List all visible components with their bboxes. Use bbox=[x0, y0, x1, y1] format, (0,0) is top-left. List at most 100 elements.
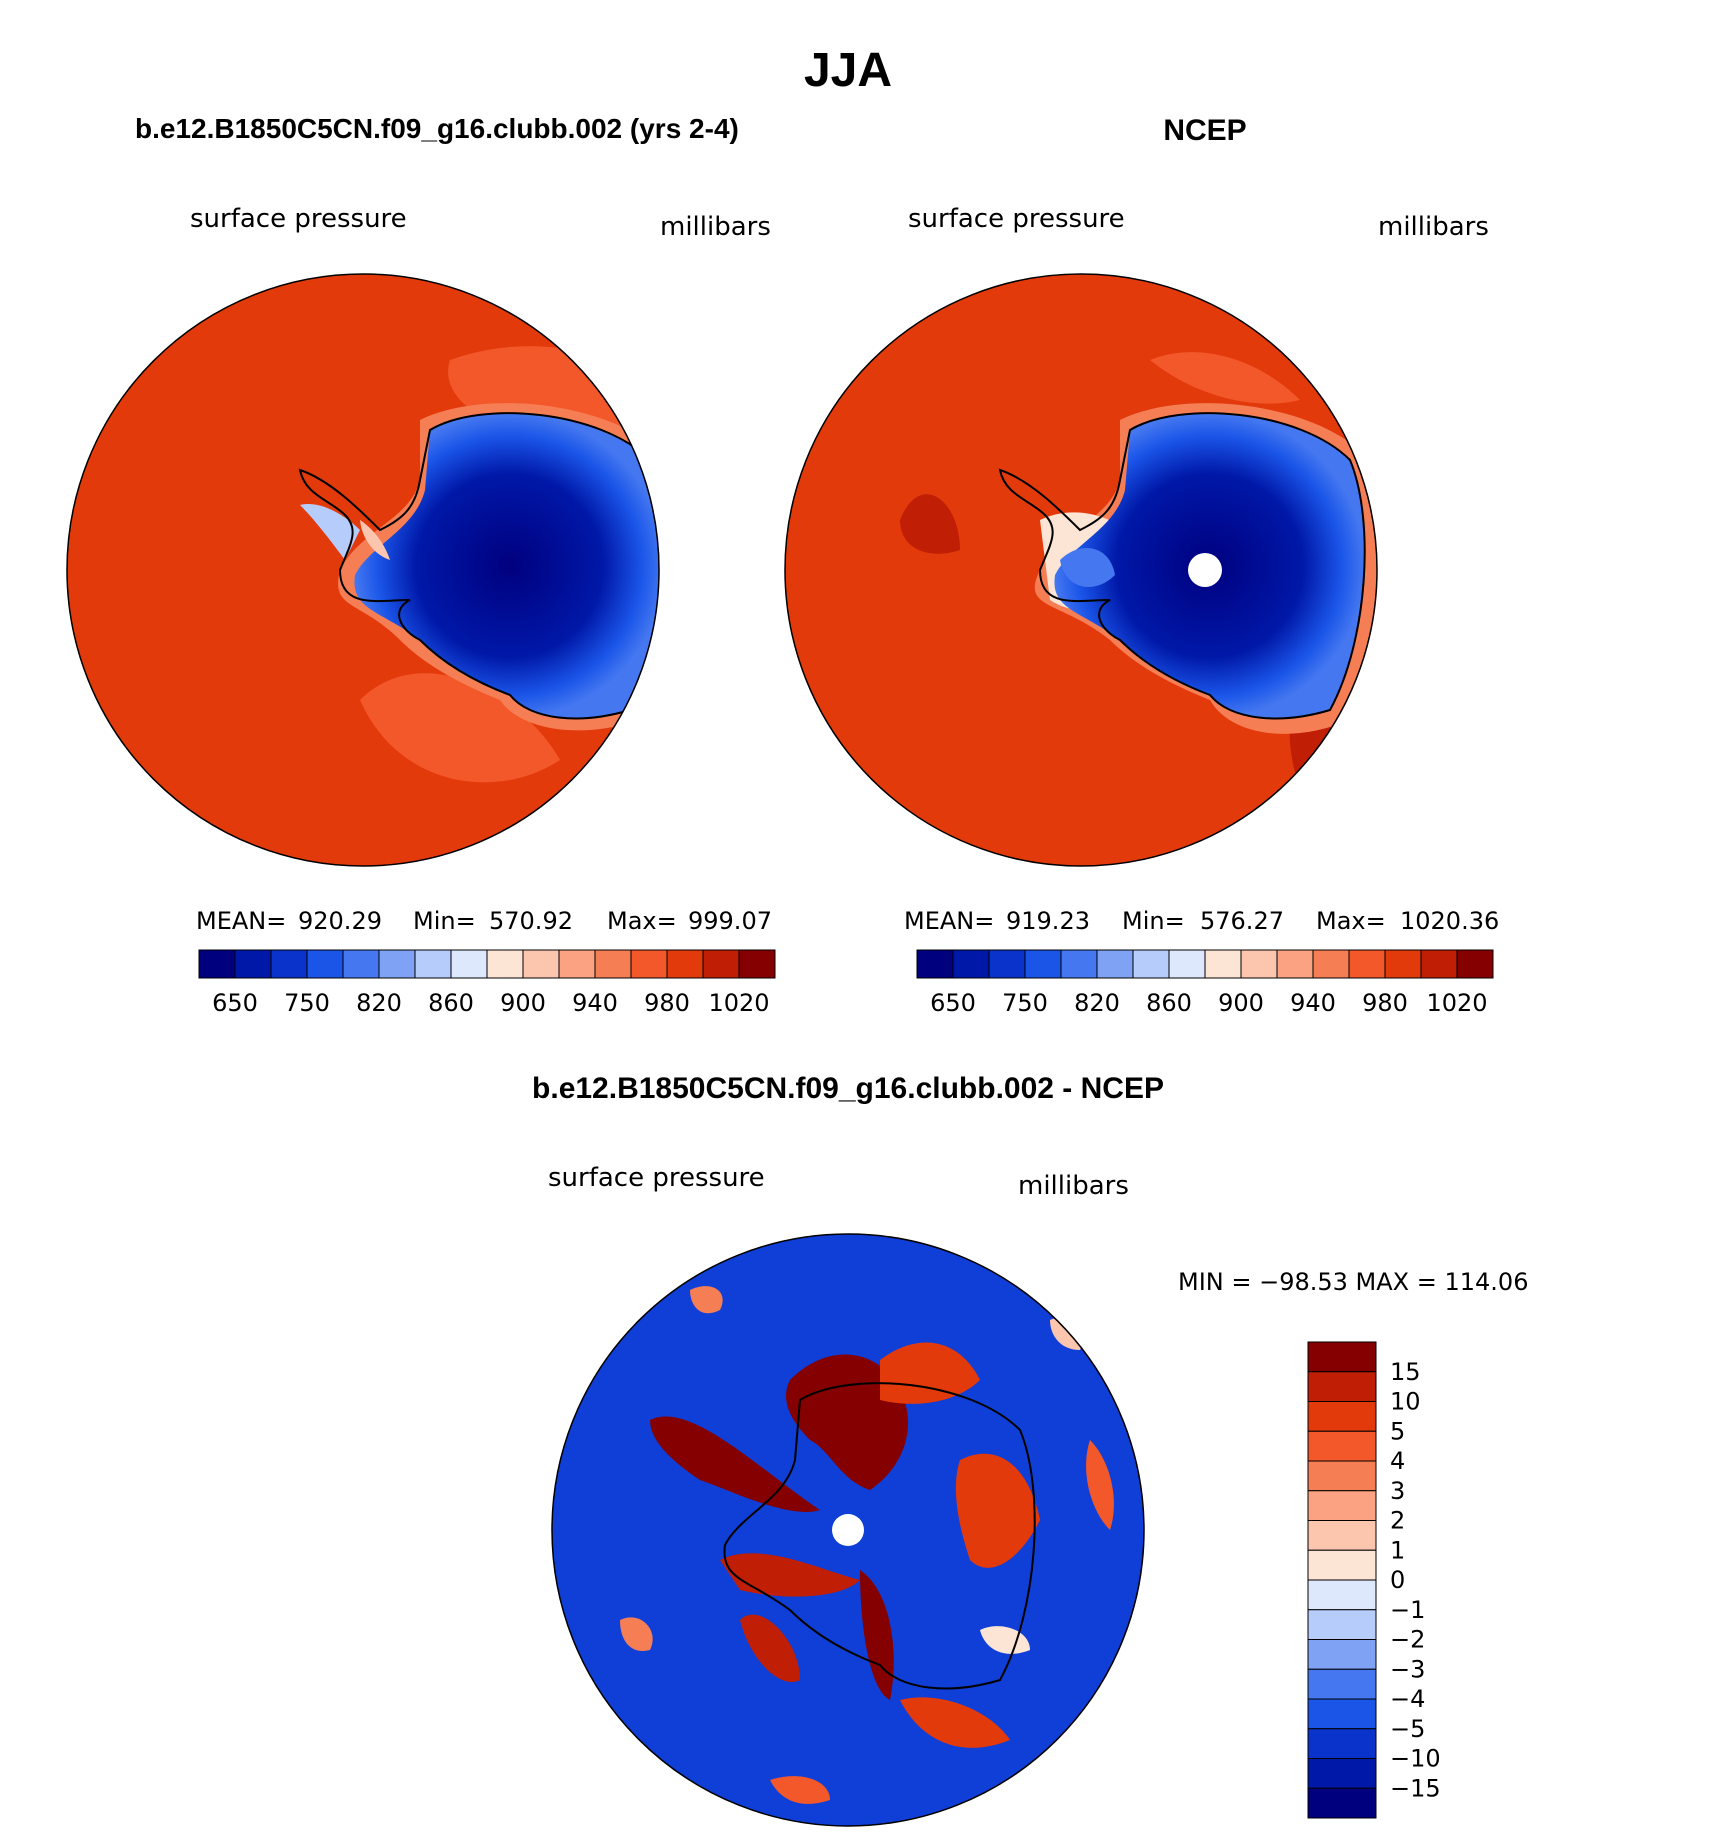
colorbar-tick-label: 0 bbox=[1390, 1566, 1405, 1594]
colorbar-tick-label: 1020 bbox=[708, 989, 769, 1017]
colorbar-box bbox=[988, 949, 1026, 979]
colorbar-box bbox=[1307, 1549, 1377, 1581]
colorbar-box bbox=[1307, 1787, 1377, 1819]
colorbar-tick-label: 860 bbox=[428, 989, 474, 1017]
colorbar-tick-label: 940 bbox=[572, 989, 618, 1017]
colorbar-box bbox=[1096, 949, 1134, 979]
colorbar-box bbox=[738, 949, 776, 979]
map-difference bbox=[551, 1233, 1145, 1827]
colorbar-tick-label: 820 bbox=[1074, 989, 1120, 1017]
colorbar-tick-label: 980 bbox=[644, 989, 690, 1017]
main-title: JJA bbox=[804, 44, 892, 97]
map-panel-2 bbox=[784, 273, 1378, 867]
panel-1-stats: MEAN= 920.29 Min= 570.92 Max= 999.07 bbox=[196, 907, 772, 935]
diff-units: millibars bbox=[1018, 1171, 1129, 1201]
diff-minmax: MIN = −98.53 MAX = 114.06 bbox=[1178, 1268, 1528, 1296]
colorbar-box bbox=[270, 949, 308, 979]
colorbar-box bbox=[1307, 1430, 1377, 1462]
colorbar-tick-label: −15 bbox=[1390, 1774, 1441, 1802]
colorbar-tick-label: 980 bbox=[1362, 989, 1408, 1017]
colorbar-tick-label: 2 bbox=[1390, 1507, 1405, 1535]
colorbar-tick-label: 3 bbox=[1390, 1477, 1405, 1505]
colorbar-tick-label: 1020 bbox=[1426, 989, 1487, 1017]
colorbar-tick-label: 820 bbox=[356, 989, 402, 1017]
panel-2-stats: MEAN= 919.23 Min= 576.27 Max= 1020.36 bbox=[904, 907, 1499, 935]
colorbar-box bbox=[1240, 949, 1278, 979]
colorbar-box bbox=[1384, 949, 1422, 979]
colorbar-box bbox=[666, 949, 704, 979]
colorbar-box bbox=[1307, 1520, 1377, 1551]
colorbar-panel-1: 650 750 820 860 900 940 980 1020 bbox=[198, 949, 776, 1017]
colorbar-tick-label: −10 bbox=[1390, 1745, 1441, 1773]
colorbar-box bbox=[1307, 1668, 1377, 1700]
colorbar-box bbox=[1307, 1341, 1377, 1373]
colorbar-box bbox=[702, 949, 740, 979]
colorbar-tick-label: 1 bbox=[1390, 1536, 1405, 1564]
colorbar-box bbox=[1276, 949, 1314, 979]
panel-2-variable: surface pressure bbox=[908, 204, 1125, 234]
colorbar-tick-label: −4 bbox=[1390, 1685, 1425, 1713]
diff-title: b.e12.B1850C5CN.f09_g16.clubb.002 - NCEP bbox=[532, 1072, 1164, 1105]
colorbar-box bbox=[306, 949, 344, 979]
colorbar-tick-label: 940 bbox=[1290, 989, 1336, 1017]
colorbar-tick-label: 900 bbox=[1218, 989, 1264, 1017]
colorbar-box bbox=[1307, 1639, 1377, 1670]
colorbar-box bbox=[1204, 949, 1242, 979]
colorbar-tick-label: 15 bbox=[1390, 1358, 1421, 1386]
colorbar-box bbox=[342, 949, 380, 979]
colorbar-box bbox=[1168, 949, 1206, 979]
colorbar-box bbox=[198, 949, 236, 979]
colorbar-tick-label: 4 bbox=[1390, 1447, 1405, 1475]
colorbar-box bbox=[1132, 949, 1170, 979]
colorbar-box bbox=[1307, 1698, 1377, 1730]
colorbar-box bbox=[486, 949, 524, 979]
colorbar-box bbox=[522, 949, 560, 979]
colorbar-box bbox=[1307, 1460, 1377, 1492]
diff-variable: surface pressure bbox=[548, 1163, 765, 1193]
colorbar-box bbox=[1307, 1579, 1377, 1611]
colorbar-box bbox=[1024, 949, 1062, 979]
colorbar-box bbox=[1060, 949, 1098, 979]
panel-1-title: b.e12.B1850C5CN.f09_g16.clubb.002 (yrs 2… bbox=[135, 113, 739, 144]
colorbar-box bbox=[1307, 1371, 1377, 1402]
colorbar-tick-label: 860 bbox=[1146, 989, 1192, 1017]
colorbar-panel-2: 650 750 820 860 900 940 980 1020 bbox=[916, 949, 1494, 1017]
colorbar-tick-label: −2 bbox=[1390, 1626, 1425, 1654]
colorbar-box bbox=[1307, 1609, 1377, 1640]
colorbar-box bbox=[1307, 1728, 1377, 1759]
colorbar-tick-label: 750 bbox=[284, 989, 330, 1017]
panel-1-units: millibars bbox=[660, 212, 771, 242]
colorbar-box bbox=[1456, 949, 1494, 979]
colorbar-box bbox=[594, 949, 632, 979]
colorbar-tick-label: −5 bbox=[1390, 1715, 1425, 1743]
colorbar-box bbox=[234, 949, 272, 979]
colorbar-tick-label: 5 bbox=[1390, 1417, 1405, 1445]
panel-1-variable: surface pressure bbox=[190, 204, 407, 234]
colorbar-box bbox=[1420, 949, 1458, 979]
panel-2-title: NCEP bbox=[1163, 114, 1246, 147]
colorbar-tick-label: 650 bbox=[930, 989, 976, 1017]
colorbar-box bbox=[414, 949, 452, 979]
colorbar-tick-label: −1 bbox=[1390, 1596, 1425, 1624]
colorbar-box bbox=[1307, 1490, 1377, 1521]
colorbar-box bbox=[1312, 949, 1350, 979]
panel-2-units: millibars bbox=[1378, 212, 1489, 242]
colorbar-box bbox=[378, 949, 416, 979]
colorbar-box bbox=[1307, 1401, 1377, 1432]
colorbar-box bbox=[1348, 949, 1386, 979]
colorbar-tick-label: −3 bbox=[1390, 1655, 1425, 1683]
colorbar-tick-label: 10 bbox=[1390, 1388, 1421, 1416]
colorbar-box bbox=[952, 949, 990, 979]
map-panel-1 bbox=[66, 273, 660, 867]
colorbar-box bbox=[630, 949, 668, 979]
colorbar-box bbox=[916, 949, 954, 979]
colorbar-tick-label: 650 bbox=[212, 989, 258, 1017]
colorbar-tick-label: 900 bbox=[500, 989, 546, 1017]
colorbar-box bbox=[558, 949, 596, 979]
colorbar-box bbox=[450, 949, 488, 979]
colorbar-box bbox=[1307, 1758, 1377, 1789]
